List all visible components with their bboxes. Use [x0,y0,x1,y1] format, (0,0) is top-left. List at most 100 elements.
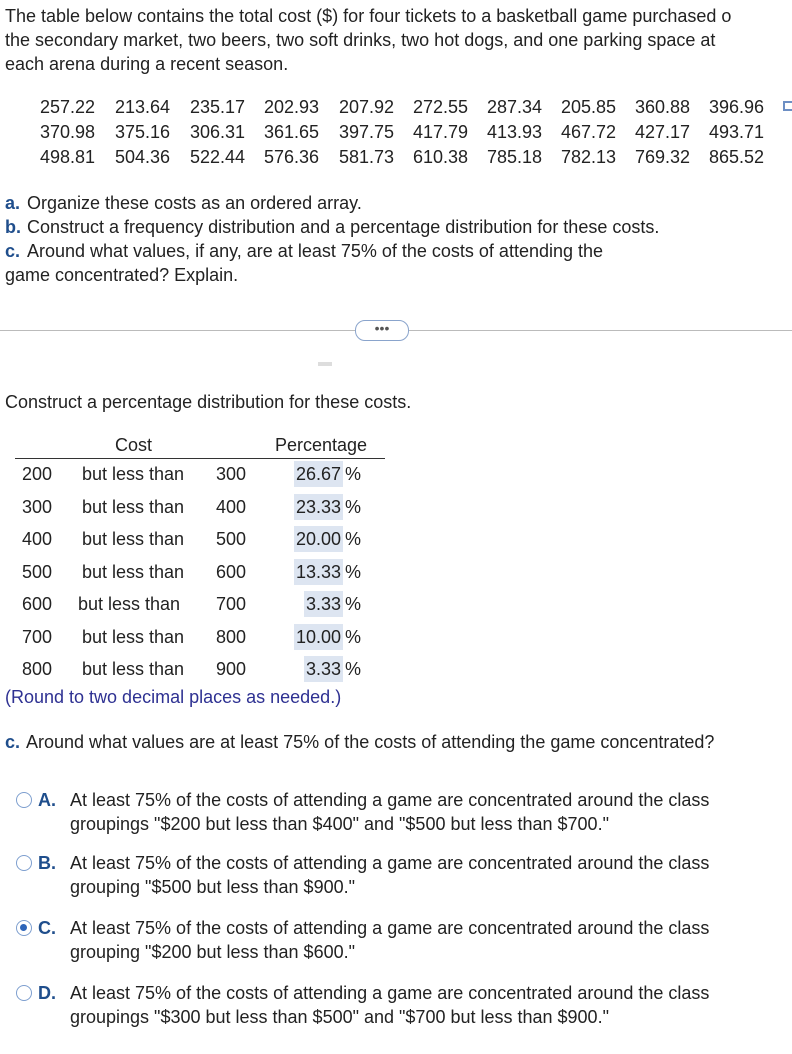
radio[interactable] [16,920,32,936]
copy-icon[interactable] [783,101,792,111]
percentage-value: 3.33 [303,656,343,682]
option-letter[interactable]: B. [38,853,56,873]
cost-value: 213.64 [115,97,171,117]
cost-value: 467.72 [561,122,617,142]
class-low: 800 [22,659,53,679]
class-low: 200 [22,464,53,484]
cost-value: 581.73 [339,147,395,167]
percent-sign: % [345,659,362,679]
cost-value: 427.17 [635,122,691,142]
class-high: 300 [216,464,247,484]
radio[interactable] [16,792,32,808]
class-low: 400 [22,529,53,549]
option-letter[interactable]: A. [38,790,56,810]
cost-value: 306.31 [190,122,246,142]
class-mid: but less than [82,561,185,582]
note: (Round to two decimal places as needed.) [5,687,342,707]
option-text[interactable]: grouping "$200 but less than $600." [70,942,355,962]
intro-line: the secondary market, two beers, two sof… [5,30,716,50]
class-mid: but less than [78,594,181,614]
option-letter[interactable]: D. [38,983,56,1003]
cost-value: 360.88 [635,97,691,117]
class-high: 900 [216,659,247,679]
task-text: Construct a frequency distribution and a… [27,217,660,237]
class-high: 500 [216,529,247,549]
percent-sign: % [345,561,362,582]
class-high: 600 [216,561,247,582]
class-mid: but less than [82,626,185,647]
task-text: game concentrated? Explain. [5,265,239,285]
header-rule [15,458,385,459]
percentage-value: 10.00 [293,623,343,650]
question-label: c. [5,732,21,752]
task-label: a. [5,193,21,213]
class-low: 300 [22,496,53,517]
intro-line: each arena during a recent season. [5,54,289,74]
option-text[interactable]: grouping "$500 but less than $900." [70,877,355,897]
cost-value: 205.85 [561,97,617,117]
option-letter[interactable]: C. [38,918,56,938]
option-text[interactable]: At least 75% of the costs of attending a… [70,853,710,873]
expand-button[interactable]: ••• [355,320,409,341]
radio[interactable] [16,985,32,1001]
cost-value: 287.34 [487,97,543,117]
header-cost: Cost [115,435,153,455]
class-mid: but less than [82,529,185,549]
task-label: b. [5,217,21,237]
percent-sign: % [345,594,362,614]
percent-sign: % [345,529,362,549]
percent-sign: % [345,464,362,484]
cost-value: 493.71 [709,122,765,142]
question-text: Around what values are at least 75% of t… [26,732,715,752]
class-mid: but less than [82,496,185,517]
class-mid: but less than [82,464,185,484]
cost-value: 504.36 [115,147,171,167]
class-high: 700 [216,594,247,614]
option-text[interactable]: groupings "$300 but less than $500" and … [70,1007,609,1027]
percentage-value: 23.33 [293,493,343,520]
percentage-value: 26.67 [293,461,343,487]
percent-sign: % [345,496,362,517]
cost-value: 498.81 [40,147,96,167]
task-text: Around what values, if any, are at least… [27,241,604,261]
handle [318,362,332,366]
cost-value: 782.13 [561,147,617,167]
cost-value: 413.93 [487,122,543,142]
option-text[interactable]: groupings "$200 but less than $400" and … [70,814,609,834]
cost-value: 257.22 [40,97,96,117]
cost-value: 397.75 [339,122,395,142]
cost-value: 576.36 [264,147,320,167]
cost-value: 375.16 [115,122,171,142]
percentage-value: 20.00 [293,526,343,552]
radio[interactable] [16,855,32,871]
prompt: Construct a percentage distribution for … [5,392,412,412]
percent-sign: % [345,626,362,647]
cost-value: 396.96 [709,97,765,117]
cost-value: 207.92 [339,97,395,117]
cost-value: 417.79 [413,122,469,142]
option-text[interactable]: At least 75% of the costs of attending a… [70,790,710,810]
header-percentage: Percentage [275,435,368,455]
class-low: 600 [22,594,53,614]
class-low: 700 [22,626,53,647]
class-high: 400 [216,496,247,517]
cost-value: 361.65 [264,122,320,142]
cost-value: 522.44 [190,147,246,167]
cost-value: 610.38 [413,147,469,167]
percentage-value: 13.33 [293,558,343,585]
option-text[interactable]: At least 75% of the costs of attending a… [70,983,710,1003]
task-text: Organize these costs as an ordered array… [27,193,362,213]
task-label: c. [5,241,21,261]
cost-value: 272.55 [413,97,469,117]
intro-line: The table below contains the total cost … [5,6,732,26]
class-high: 800 [216,626,247,647]
cost-value: 202.93 [264,97,320,117]
cost-value: 865.52 [709,147,765,167]
cost-value: 370.98 [40,122,96,142]
class-mid: but less than [82,659,185,679]
cost-value: 769.32 [635,147,691,167]
option-text[interactable]: At least 75% of the costs of attending a… [70,918,710,938]
cost-value: 235.17 [190,97,246,117]
cost-value: 785.18 [487,147,543,167]
